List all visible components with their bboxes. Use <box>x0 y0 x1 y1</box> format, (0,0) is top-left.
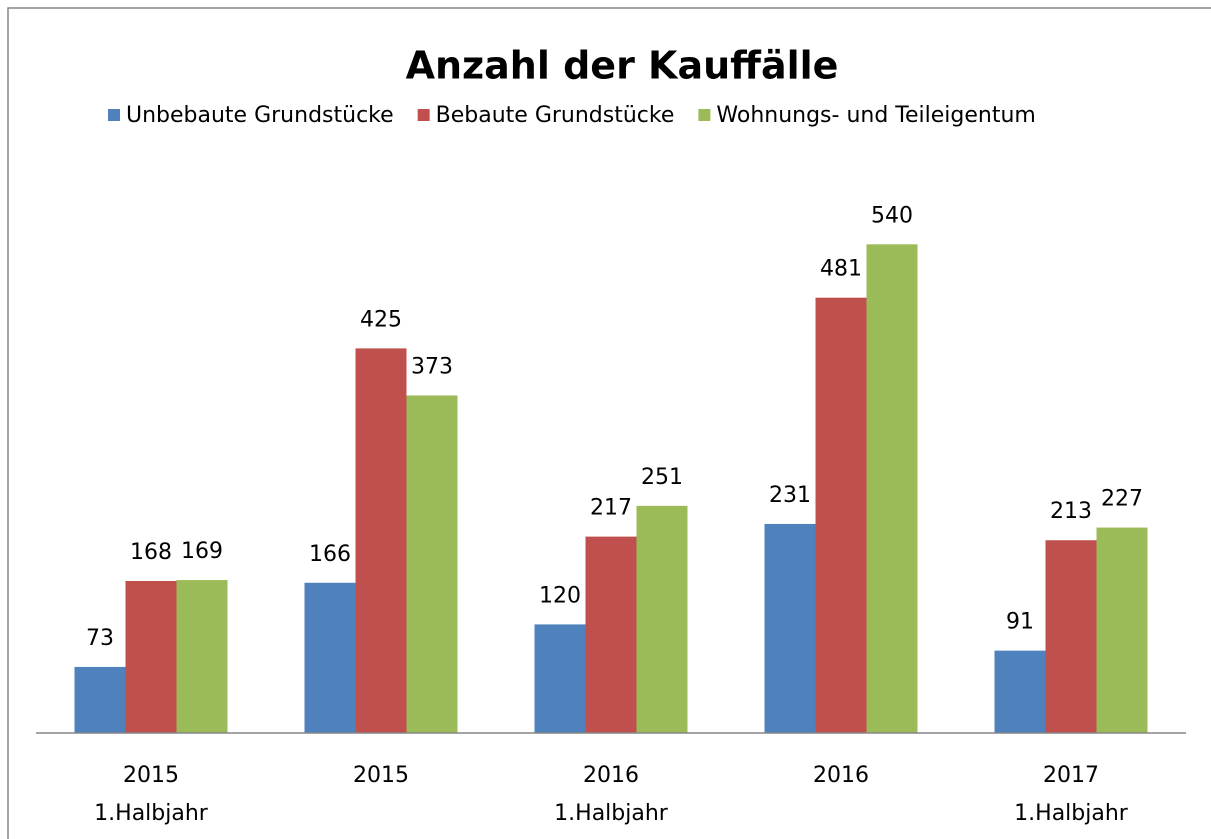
x-tick-label: 2016 <box>813 763 869 788</box>
bar <box>176 580 228 733</box>
legend-label: Bebaute Grundstücke <box>436 103 675 128</box>
data-label: 251 <box>641 465 683 490</box>
legend-swatch <box>698 109 711 121</box>
bar <box>764 523 816 733</box>
bar <box>125 580 177 733</box>
data-label: 217 <box>590 496 632 521</box>
legend-swatch <box>417 109 430 121</box>
data-label: 213 <box>1050 499 1092 524</box>
legend-label: Unbebaute Grundstücke <box>126 103 394 128</box>
bar <box>304 582 356 733</box>
bar <box>1096 527 1148 733</box>
x-tick-label: 2017 <box>1043 763 1099 788</box>
chart-title: Anzahl der Kauffälle <box>406 44 839 88</box>
x-tick-label: 2015 <box>123 763 179 788</box>
legend-swatch <box>108 109 120 121</box>
data-label: 166 <box>309 542 351 567</box>
x-tick-label: 2015 <box>353 763 409 788</box>
bar <box>1045 540 1097 733</box>
bar <box>866 244 918 734</box>
data-label: 120 <box>539 583 581 608</box>
data-label: 231 <box>769 483 811 508</box>
bar <box>815 297 867 733</box>
bar <box>406 395 458 733</box>
data-label: 91 <box>1006 610 1034 635</box>
bar <box>636 505 688 733</box>
data-label: 169 <box>181 539 223 564</box>
bar <box>534 624 586 733</box>
data-label: 481 <box>820 257 862 282</box>
data-label: 540 <box>871 203 913 228</box>
data-label: 168 <box>130 540 172 565</box>
x-tick-label: 2016 <box>583 763 639 788</box>
x-tick-label: 1.Halbjahr <box>554 801 669 826</box>
bar <box>585 536 637 733</box>
legend-label: Wohnungs- und Teileigentum <box>716 103 1035 128</box>
data-label: 227 <box>1101 487 1143 512</box>
data-label: 425 <box>360 307 402 332</box>
x-tick-label: 1.Halbjahr <box>94 801 209 826</box>
bar <box>74 666 126 733</box>
bar <box>994 650 1046 733</box>
data-label: 73 <box>86 626 114 651</box>
x-tick-label: 1.Halbjahr <box>1014 801 1129 826</box>
bar <box>355 348 407 733</box>
data-label: 373 <box>411 354 453 379</box>
